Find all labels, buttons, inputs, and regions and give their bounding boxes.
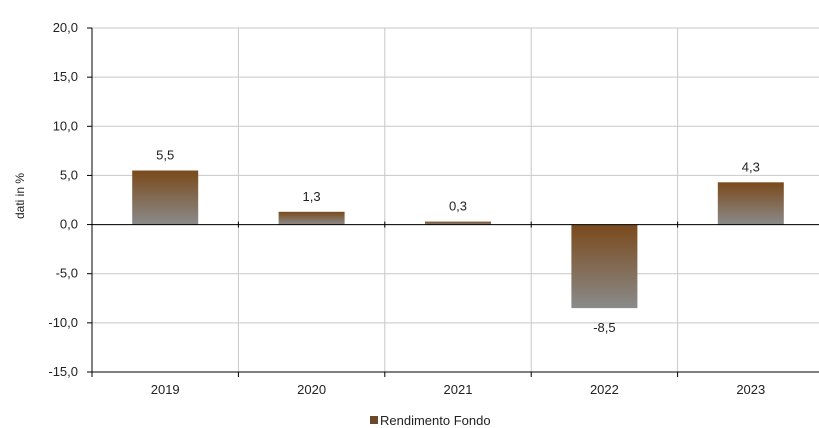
y-tick-label: -15,0 <box>48 364 78 379</box>
y-tick-label: 20,0 <box>53 20 78 35</box>
bar-2020 <box>278 211 345 225</box>
bar-2019 <box>132 170 199 225</box>
bar-2023 <box>717 182 784 225</box>
x-tick-label: 2023 <box>736 382 765 397</box>
data-labels: 5,5 1,3 0,3 -8,5 4,3 <box>156 148 760 336</box>
y-tick-label: 10,0 <box>53 118 78 133</box>
x-tick-label: 2022 <box>590 382 619 397</box>
y-tick-label: 0,0 <box>60 217 78 232</box>
data-label: 0,3 <box>449 199 467 214</box>
data-label: 4,3 <box>742 159 760 174</box>
bar-2022 <box>571 224 638 309</box>
y-tick-label: 15,0 <box>53 69 78 84</box>
bars <box>132 170 784 309</box>
x-tick-label: 2019 <box>151 382 180 397</box>
x-tick-label: 2020 <box>297 382 326 397</box>
x-tick-label: 2021 <box>444 382 473 397</box>
y-tick-label: -10,0 <box>48 315 78 330</box>
data-label: -8,5 <box>593 320 615 335</box>
legend-swatch <box>370 416 378 424</box>
axes: 20,0 15,0 10,0 5,0 0,0 -5,0 -10,0 -15,0 2019 2020… <box>48 20 819 397</box>
data-label: 5,5 <box>156 148 174 163</box>
data-label: 1,3 <box>303 189 321 204</box>
y-tick-label: 5,0 <box>60 167 78 182</box>
bar-2021 <box>425 221 491 225</box>
legend: Rendimento Fondo <box>370 413 491 428</box>
y-axis-title: dati in % <box>13 173 27 219</box>
y-tick-label: -5,0 <box>56 266 78 281</box>
legend-label: Rendimento Fondo <box>380 413 491 428</box>
